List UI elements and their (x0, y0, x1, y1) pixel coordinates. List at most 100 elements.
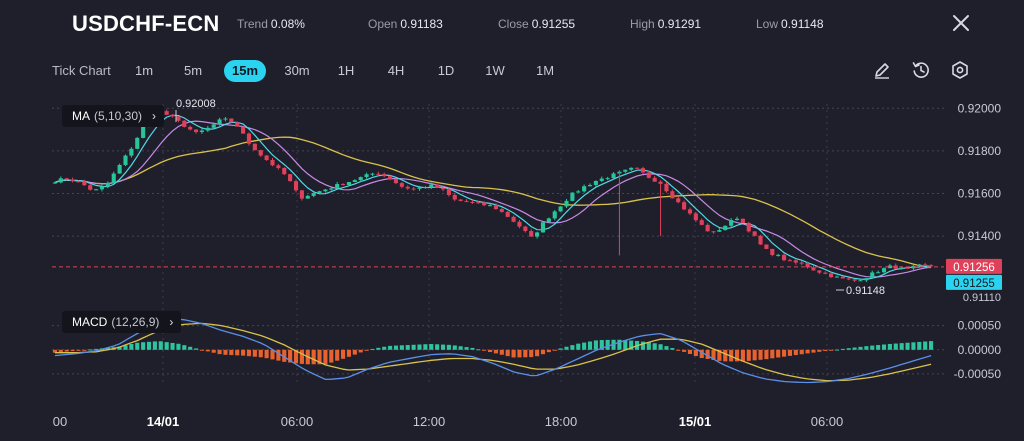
candle-body[interactable] (658, 181, 663, 184)
candle-body[interactable] (429, 184, 434, 187)
macd-histogram-bar[interactable] (58, 349, 63, 353)
candle-body[interactable] (341, 184, 346, 186)
candle-body[interactable] (205, 127, 210, 131)
candle-body[interactable] (305, 195, 310, 199)
macd-histogram-bar[interactable] (370, 348, 375, 350)
macd-histogram-bar[interactable] (752, 349, 757, 361)
candle-body[interactable] (370, 173, 375, 175)
macd-histogram-bar[interactable] (676, 349, 681, 351)
pencil-icon[interactable] (872, 60, 892, 80)
macd-histogram-bar[interactable] (205, 349, 210, 352)
candle-body[interactable] (923, 264, 928, 266)
macd-histogram-bar[interactable] (682, 349, 687, 352)
macd-histogram-bar[interactable] (864, 346, 869, 350)
candle-body[interactable] (488, 205, 493, 207)
candle-body[interactable] (258, 150, 263, 156)
candle-body[interactable] (446, 189, 451, 195)
macd-histogram-bar[interactable] (135, 342, 140, 350)
candle-body[interactable] (576, 191, 581, 193)
macd-histogram-bar[interactable] (811, 349, 816, 353)
candle-body[interactable] (593, 180, 598, 185)
macd-histogram-bar[interactable] (152, 341, 157, 350)
candle-body[interactable] (299, 190, 304, 199)
candle-body[interactable] (540, 222, 546, 233)
candle-body[interactable] (417, 187, 422, 189)
candle-body[interactable] (782, 254, 787, 261)
macd-histogram-bar[interactable] (188, 346, 193, 350)
macd-histogram-bar[interactable] (582, 342, 587, 350)
candle-body[interactable] (535, 232, 540, 237)
macd-histogram-bar[interactable] (558, 348, 563, 350)
macd-histogram-bar[interactable] (435, 344, 440, 350)
macd-histogram-bar[interactable] (252, 349, 257, 357)
candle-body[interactable] (664, 183, 669, 192)
candle-body[interactable] (217, 119, 222, 125)
macd-histogram-bar[interactable] (146, 341, 152, 350)
candle-body[interactable] (587, 184, 593, 187)
candle-body[interactable] (646, 172, 651, 178)
macd-histogram-bar[interactable] (282, 349, 287, 362)
candle-body[interactable] (570, 192, 575, 201)
macd-histogram-bar[interactable] (517, 349, 522, 358)
candle-body[interactable] (687, 209, 693, 214)
candle-body[interactable] (805, 263, 810, 268)
macd-histogram-bar[interactable] (123, 345, 128, 350)
candle-body[interactable] (764, 244, 769, 249)
candle-body[interactable] (699, 220, 704, 225)
macd-histogram-bar[interactable] (229, 349, 234, 356)
candle-body[interactable] (464, 200, 469, 202)
candle-body[interactable] (329, 188, 334, 190)
timeframe-1w[interactable]: 1W (485, 63, 505, 78)
candle-body[interactable] (711, 231, 716, 233)
candle-body[interactable] (881, 268, 887, 273)
candle-body[interactable] (852, 279, 857, 281)
candle-body[interactable] (117, 164, 122, 174)
macd-histogram-bar[interactable] (758, 349, 763, 360)
candle-body[interactable] (793, 260, 798, 263)
macd-histogram-bar[interactable] (593, 340, 598, 350)
macd-histogram-bar[interactable] (576, 343, 581, 350)
macd-histogram-bar[interactable] (876, 345, 881, 350)
candle-body[interactable] (640, 168, 645, 173)
candle-body[interactable] (582, 186, 587, 192)
candle-body[interactable] (505, 211, 510, 217)
macd-histogram-bar[interactable] (652, 343, 657, 350)
candle-body[interactable] (88, 185, 93, 190)
macd-histogram-bar[interactable] (393, 345, 399, 350)
candle-body[interactable] (393, 179, 399, 184)
macd-histogram-bar[interactable] (405, 345, 410, 350)
candle-body[interactable] (899, 267, 904, 269)
macd-histogram-bar[interactable] (70, 349, 75, 352)
macd-histogram-bar[interactable] (929, 341, 934, 350)
macd-histogram-bar[interactable] (529, 349, 534, 358)
timeframe-5m[interactable]: 5m (183, 63, 203, 78)
candle-body[interactable] (929, 265, 934, 267)
candle-body[interactable] (740, 218, 745, 223)
candle-body[interactable] (776, 254, 781, 256)
candle-body[interactable] (352, 180, 357, 182)
macd-histogram-bar[interactable] (211, 349, 216, 353)
candle-body[interactable] (858, 280, 863, 282)
candle-body[interactable] (388, 176, 393, 180)
macd-histogram-bar[interactable] (587, 341, 593, 350)
candle-body[interactable] (552, 211, 557, 219)
macd-histogram-bar[interactable] (923, 341, 928, 350)
macd-histogram-bar[interactable] (605, 339, 610, 350)
macd-histogram-bar[interactable] (429, 344, 434, 350)
candle-body[interactable] (493, 205, 498, 210)
candle-body[interactable] (358, 177, 363, 181)
macd-histogram-bar[interactable] (293, 349, 299, 364)
macd-histogram-bar[interactable] (717, 349, 722, 361)
macd-histogram-bar[interactable] (646, 342, 651, 350)
candle-body[interactable] (887, 265, 892, 269)
macd-histogram-bar[interactable] (440, 344, 446, 350)
candle-body[interactable] (270, 159, 275, 166)
macd-histogram-bar[interactable] (499, 349, 504, 355)
candle-body[interactable] (652, 177, 657, 182)
candle-body[interactable] (870, 272, 875, 279)
macd-histogram-bar[interactable] (276, 349, 281, 361)
candle-body[interactable] (58, 178, 63, 183)
candle-body[interactable] (311, 192, 316, 196)
close-icon[interactable] (950, 12, 972, 34)
